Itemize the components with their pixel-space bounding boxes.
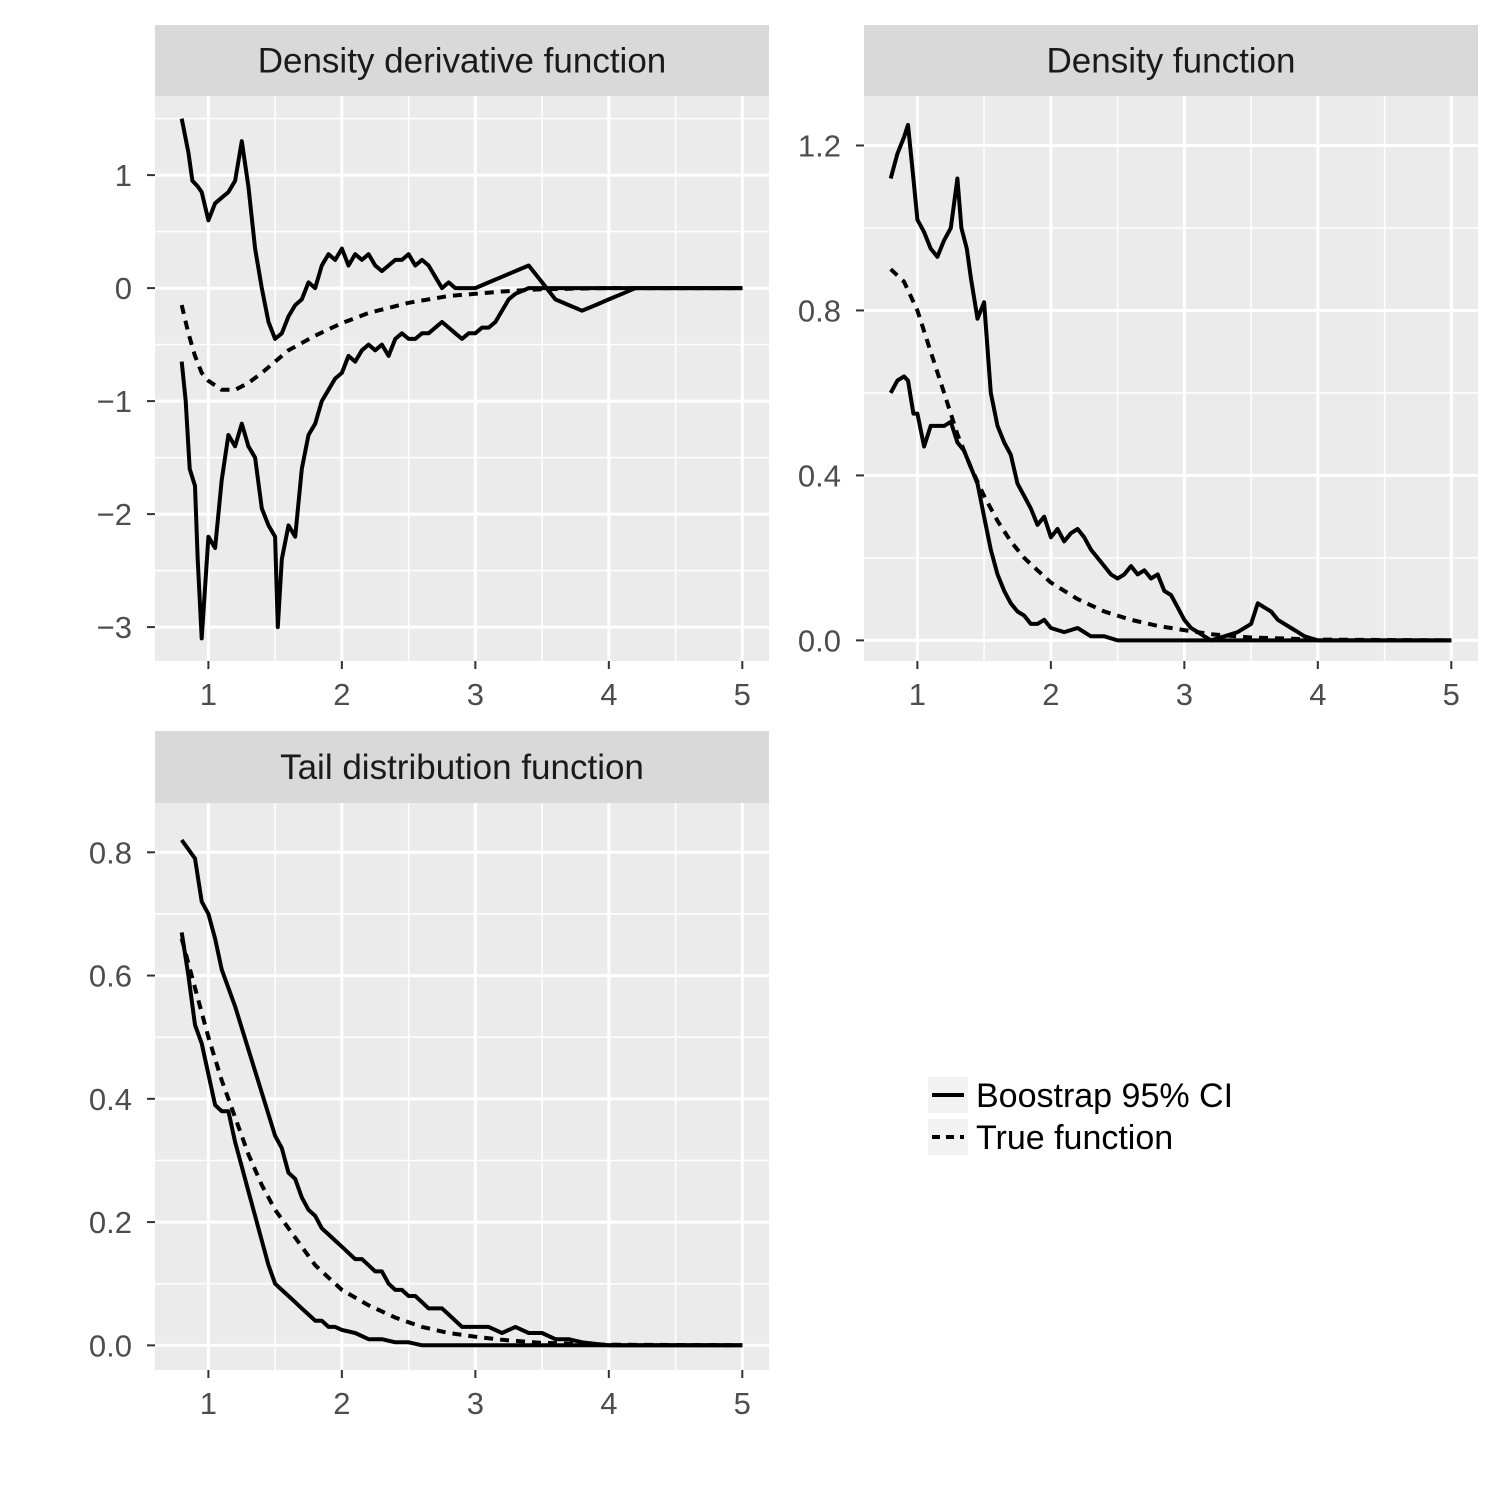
x-tick-label: 2 bbox=[1042, 677, 1059, 712]
series-line-true bbox=[889, 267, 1452, 643]
series-line-ci_upper bbox=[180, 838, 743, 1348]
x-tick-label: 5 bbox=[734, 1386, 751, 1421]
strip-background bbox=[155, 25, 769, 96]
panel-title: Tail distribution function bbox=[280, 748, 644, 787]
legend-label-true: True function bbox=[976, 1119, 1173, 1157]
panel-tail-distribution: Tail distribution function 1 2 3 4 5 0.0 0.2 0.… bbox=[89, 731, 769, 1421]
plot-background bbox=[864, 96, 1478, 661]
y-tick-label: 0.4 bbox=[89, 1082, 132, 1117]
y-tick-label: 0.6 bbox=[89, 959, 132, 994]
x-tick-label: 5 bbox=[1443, 677, 1460, 712]
y-tick-label: 1 bbox=[115, 158, 132, 193]
x-tick-label: 1 bbox=[200, 1386, 217, 1421]
y-tick-label: 0.0 bbox=[798, 623, 841, 658]
x-tick-label: 3 bbox=[467, 677, 484, 712]
x-tick-label: 2 bbox=[333, 1386, 350, 1421]
legend: Boostrap 95% CI True function bbox=[928, 1077, 1233, 1157]
series-line-true bbox=[179, 286, 743, 392]
strip-background bbox=[864, 25, 1478, 96]
y-tick-label: 0.2 bbox=[89, 1205, 132, 1240]
panel-title: Density function bbox=[1046, 42, 1295, 81]
x-tick-label: 2 bbox=[333, 677, 350, 712]
x-tick-label: 5 bbox=[734, 677, 751, 712]
x-tick-label: 3 bbox=[467, 1386, 484, 1421]
legend-label-ci: Boostrap 95% CI bbox=[976, 1077, 1233, 1115]
y-tick-label: 0.4 bbox=[798, 458, 841, 493]
series-line-ci_upper bbox=[179, 118, 743, 341]
panel-density-derivative: Density derivative function 1 2 3 4 5 −3 −2 −1 0… bbox=[97, 25, 769, 712]
series-line-ci_lower bbox=[179, 932, 743, 1348]
series-line-ci_lower bbox=[179, 286, 743, 641]
panel-title: Density derivative function bbox=[258, 42, 667, 81]
y-tick-label: 0.0 bbox=[89, 1328, 132, 1363]
x-tick-label: 4 bbox=[600, 1386, 617, 1421]
y-tick-label: 0.8 bbox=[89, 835, 132, 870]
x-tick-label: 4 bbox=[1309, 677, 1326, 712]
y-tick-label: 0.8 bbox=[798, 293, 841, 328]
y-tick-label: −1 bbox=[97, 384, 132, 419]
series-line-ci_lower bbox=[888, 374, 1452, 643]
y-tick-label: 1.2 bbox=[798, 128, 841, 163]
series-line-ci_upper bbox=[888, 122, 1452, 643]
x-tick-label: 3 bbox=[1176, 677, 1193, 712]
y-tick-label: −2 bbox=[97, 497, 132, 532]
strip-background bbox=[155, 731, 769, 803]
x-tick-label: 1 bbox=[200, 677, 217, 712]
y-tick-label: 0 bbox=[115, 271, 132, 306]
panel-density: Density function 1 2 3 4 5 0.0 0.4 0.8 1.2 bbox=[798, 25, 1478, 712]
x-tick-label: 1 bbox=[909, 677, 926, 712]
plot-background bbox=[155, 803, 769, 1370]
y-tick-label: −3 bbox=[97, 610, 132, 645]
series-line-true bbox=[179, 938, 743, 1348]
x-tick-label: 4 bbox=[600, 677, 617, 712]
